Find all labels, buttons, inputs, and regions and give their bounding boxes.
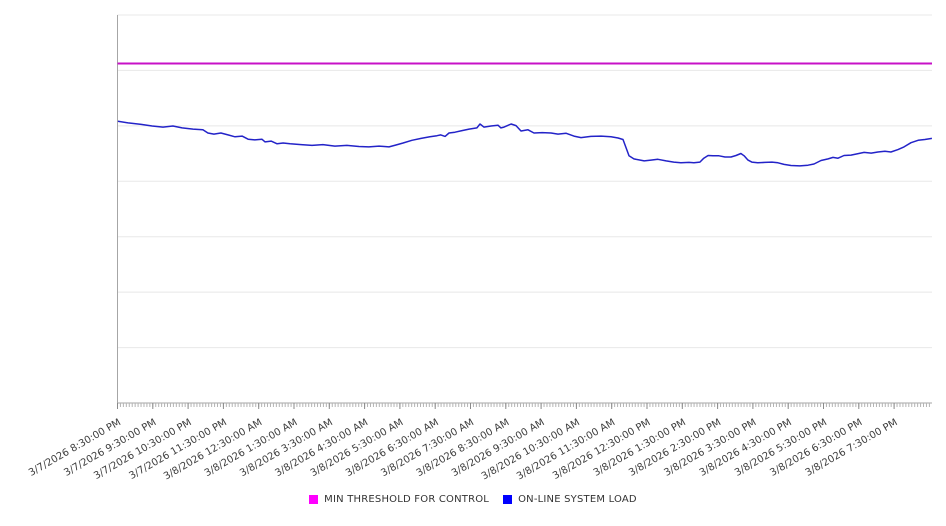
gridlines bbox=[117, 14, 932, 349]
chart-legend: MIN THRESHOLD FOR CONTROL ON-LINE SYSTEM… bbox=[0, 494, 946, 505]
x-axis-tick-comb bbox=[117, 403, 930, 409]
legend-label-system-load: ON-LINE SYSTEM LOAD bbox=[518, 494, 637, 505]
axes bbox=[117, 15, 932, 404]
legend-item-system-load: ON-LINE SYSTEM LOAD bbox=[503, 494, 637, 505]
legend-label-min-threshold: MIN THRESHOLD FOR CONTROL bbox=[324, 494, 490, 505]
chart-canvas: 3/7/2026 8:30:00 PM3/7/2026 9:30:00 PM3/… bbox=[27, 14, 933, 482]
min-threshold-swatch-icon bbox=[309, 495, 319, 504]
x-tick-labels: 3/7/2026 8:30:00 PM3/7/2026 9:30:00 PM3/… bbox=[27, 417, 900, 482]
system-load-swatch-icon bbox=[503, 495, 513, 504]
system-load-series bbox=[117, 120, 933, 167]
legend-item-min-threshold: MIN THRESHOLD FOR CONTROL bbox=[309, 494, 489, 505]
online-system-load-line bbox=[117, 120, 933, 167]
